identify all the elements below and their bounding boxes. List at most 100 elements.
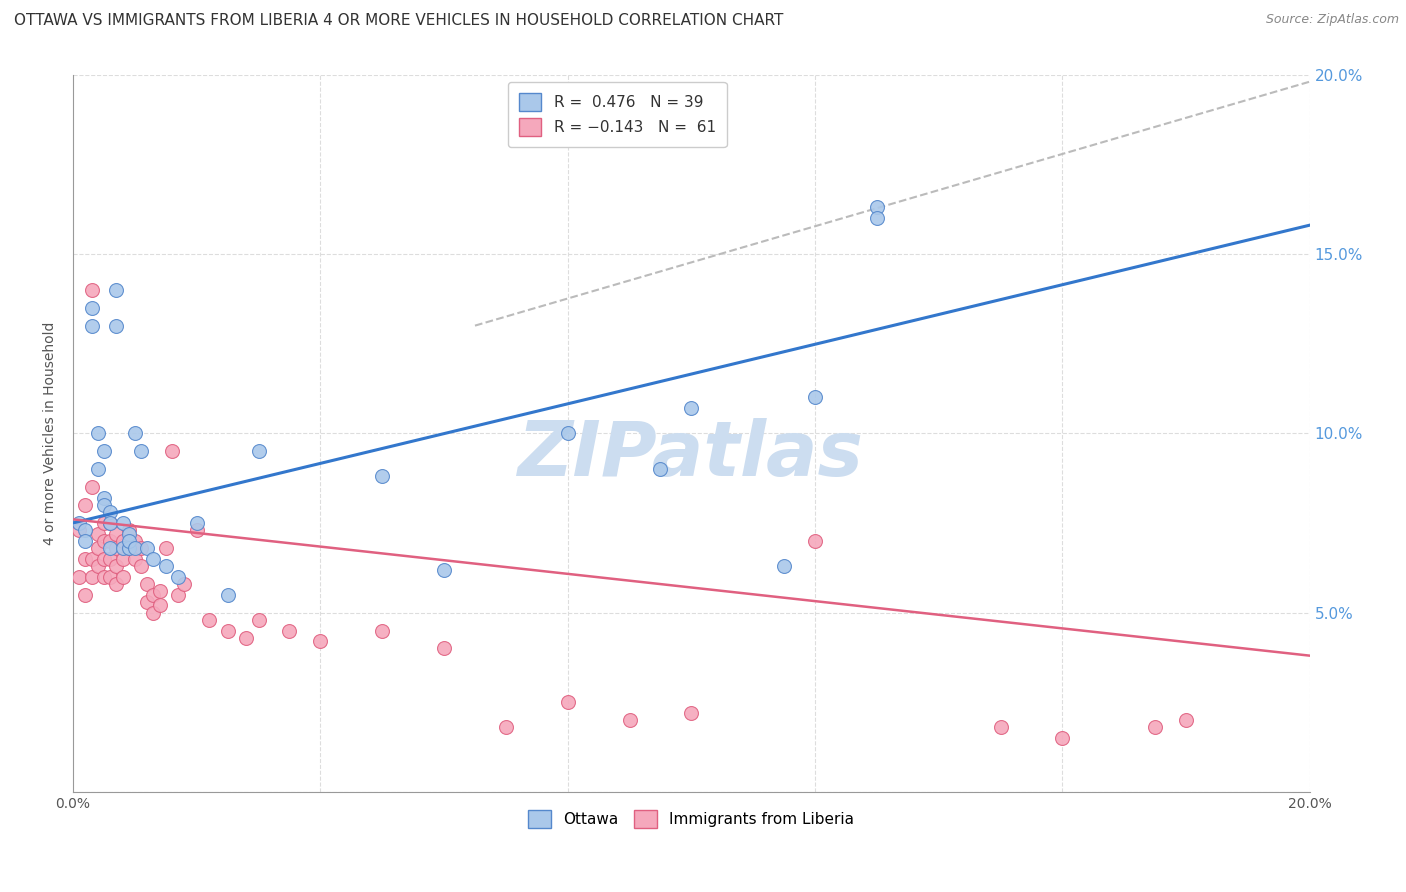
Point [129, 541, 152, 555]
Point [217, 624, 239, 638]
Point [75, 523, 97, 537]
Point [98, 533, 121, 548]
Point [124, 426, 146, 441]
Point [111, 570, 134, 584]
Point [80, 551, 103, 566]
Point [75, 533, 97, 548]
Point [98, 505, 121, 519]
Point [111, 516, 134, 530]
Point [235, 631, 257, 645]
Point [371, 624, 394, 638]
Point [136, 595, 159, 609]
Point [136, 541, 159, 555]
Point [217, 588, 239, 602]
Point [75, 588, 97, 602]
Point [371, 469, 394, 483]
Point [495, 720, 517, 734]
Point [557, 695, 579, 709]
Point [155, 558, 177, 573]
Point [278, 624, 301, 638]
Point [93, 516, 115, 530]
Point [681, 401, 703, 416]
Point [1144, 720, 1167, 734]
Point [105, 577, 128, 591]
Point [149, 599, 172, 613]
Point [167, 588, 190, 602]
Point [866, 211, 889, 225]
Point [87, 426, 110, 441]
Point [142, 606, 165, 620]
Point [173, 577, 195, 591]
Point [105, 558, 128, 573]
Point [118, 526, 141, 541]
Point [75, 551, 97, 566]
Point [142, 551, 165, 566]
Point [80, 318, 103, 333]
Point [681, 706, 703, 720]
Point [67, 516, 90, 530]
Point [105, 541, 128, 555]
Point [80, 301, 103, 315]
Point [198, 613, 221, 627]
Text: OTTAWA VS IMMIGRANTS FROM LIBERIA 4 OR MORE VEHICLES IN HOUSEHOLD CORRELATION CH: OTTAWA VS IMMIGRANTS FROM LIBERIA 4 OR M… [14, 13, 783, 29]
Point [186, 516, 208, 530]
Point [105, 283, 128, 297]
Point [98, 551, 121, 566]
Point [105, 526, 128, 541]
Point [247, 444, 270, 458]
Point [1175, 713, 1198, 727]
Point [118, 523, 141, 537]
Point [80, 570, 103, 584]
Point [87, 462, 110, 476]
Point [87, 558, 110, 573]
Point [149, 584, 172, 599]
Point [93, 551, 115, 566]
Point [111, 551, 134, 566]
Point [87, 526, 110, 541]
Point [80, 480, 103, 494]
Point [80, 283, 103, 297]
Point [866, 200, 889, 214]
Point [87, 541, 110, 555]
Point [93, 533, 115, 548]
Point [990, 720, 1012, 734]
Point [155, 541, 177, 555]
Point [773, 558, 796, 573]
Point [129, 558, 152, 573]
Point [98, 541, 121, 555]
Point [93, 491, 115, 505]
Point [93, 444, 115, 458]
Point [105, 318, 128, 333]
Text: ZIPatlas: ZIPatlas [519, 417, 865, 491]
Point [804, 390, 827, 404]
Point [619, 713, 641, 727]
Point [98, 570, 121, 584]
Point [247, 613, 270, 627]
Point [1052, 731, 1074, 746]
Point [167, 570, 190, 584]
Text: Source: ZipAtlas.com: Source: ZipAtlas.com [1265, 13, 1399, 27]
Point [142, 588, 165, 602]
Point [124, 533, 146, 548]
Point [124, 541, 146, 555]
Point [111, 541, 134, 555]
Point [118, 541, 141, 555]
Point [124, 551, 146, 566]
Point [118, 533, 141, 548]
Point [93, 498, 115, 512]
Point [98, 516, 121, 530]
Y-axis label: 4 or more Vehicles in Household: 4 or more Vehicles in Household [44, 321, 58, 545]
Point [136, 577, 159, 591]
Point [118, 541, 141, 555]
Point [111, 533, 134, 548]
Point [309, 634, 332, 648]
Point [186, 523, 208, 537]
Point [650, 462, 672, 476]
Point [557, 426, 579, 441]
Point [93, 570, 115, 584]
Point [129, 444, 152, 458]
Point [67, 523, 90, 537]
Point [67, 570, 90, 584]
Point [98, 516, 121, 530]
Point [160, 444, 183, 458]
